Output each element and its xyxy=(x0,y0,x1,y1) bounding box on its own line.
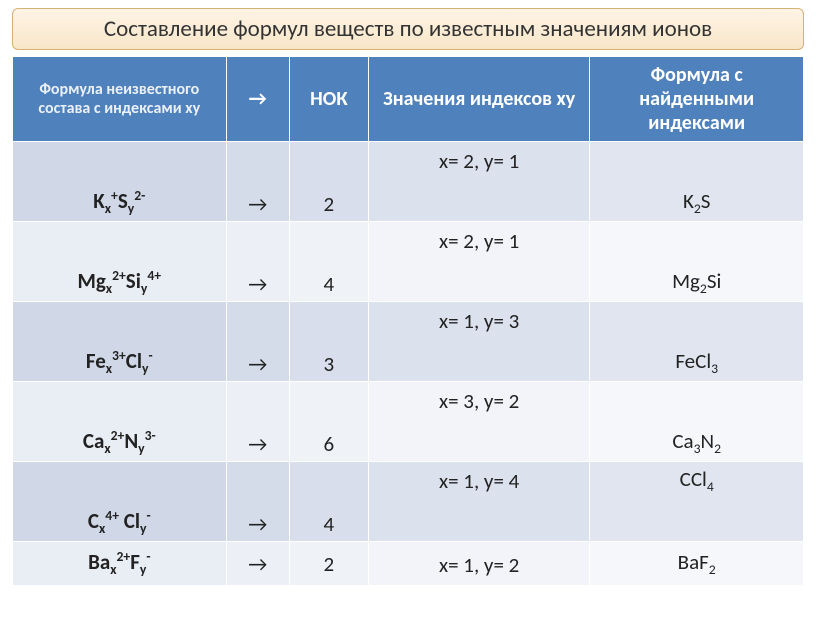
cell-indices: x= 2, y= 1 xyxy=(368,142,589,222)
cell-nok: 3 xyxy=(289,302,368,382)
cell-indices: x= 3, y= 2 xyxy=(368,382,589,462)
cell-indices: x= 1, y= 2 xyxy=(368,542,589,586)
cell-arrow: → xyxy=(226,142,289,222)
cell-nok: 6 xyxy=(289,382,368,462)
col-header-unknown: Формула неизвестного состава с индексами… xyxy=(13,57,227,142)
col-header-nok: НОК xyxy=(289,57,368,142)
cell-unknown: Bax2+Fy- xyxy=(13,542,227,586)
table-row: Fex3+Cly-→3x= 1, y= 3FeCl3 xyxy=(13,302,804,382)
cell-unknown: Cx4+ Cly- xyxy=(13,462,227,542)
cell-result: Ca3N2 xyxy=(590,382,804,462)
col-header-arrow: → xyxy=(226,57,289,142)
col-header-result: Формула с найденными индексами xyxy=(590,57,804,142)
cell-unknown: Fex3+Cly- xyxy=(13,302,227,382)
formula-table: Формула неизвестного состава с индексами… xyxy=(12,56,804,586)
table-header-row: Формула неизвестного состава с индексами… xyxy=(13,57,804,142)
cell-result: Mg2Si xyxy=(590,222,804,302)
cell-result: FeCl3 xyxy=(590,302,804,382)
cell-result: CCl4 xyxy=(590,462,804,542)
cell-unknown: Mgx2+Siy4+ xyxy=(13,222,227,302)
table-row: Cax2+Ny3-→6x= 3, y= 2Ca3N2 xyxy=(13,382,804,462)
table-row: Bax2+Fy-→2x= 1, y= 2BaF2 xyxy=(13,542,804,586)
cell-nok: 4 xyxy=(289,462,368,542)
cell-nok: 2 xyxy=(289,142,368,222)
cell-arrow: → xyxy=(226,462,289,542)
cell-indices: x= 2, y= 1 xyxy=(368,222,589,302)
cell-arrow: → xyxy=(226,302,289,382)
cell-nok: 2 xyxy=(289,542,368,586)
table-row: Cx4+ Cly-→4x= 1, y= 4CCl4 xyxy=(13,462,804,542)
cell-arrow: → xyxy=(226,382,289,462)
cell-result: BaF2 xyxy=(590,542,804,586)
cell-indices: x= 1, y= 3 xyxy=(368,302,589,382)
cell-result: K2S xyxy=(590,142,804,222)
cell-unknown: Kx+Sy2- xyxy=(13,142,227,222)
table-row: Mgx2+Siy4+→4x= 2, y= 1Mg2Si xyxy=(13,222,804,302)
cell-nok: 4 xyxy=(289,222,368,302)
table-row: Kx+Sy2-→2x= 2, y= 1K2S xyxy=(13,142,804,222)
cell-arrow: → xyxy=(226,542,289,586)
cell-unknown: Cax2+Ny3- xyxy=(13,382,227,462)
page-title: Составление формул веществ по известным … xyxy=(12,8,804,50)
cell-indices: x= 1, y= 4 xyxy=(368,462,589,542)
col-header-indices: Значения индексов xy xyxy=(368,57,589,142)
cell-arrow: → xyxy=(226,222,289,302)
